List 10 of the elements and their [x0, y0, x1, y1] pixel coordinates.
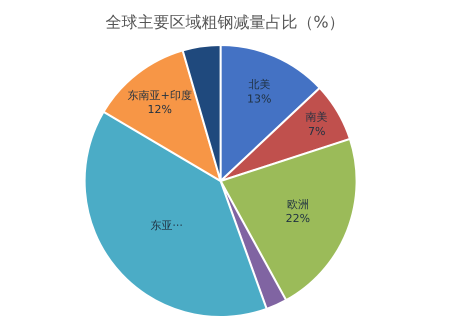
chart-title: 全球主要区域粗钢减量占比（%）: [105, 12, 345, 32]
slice-label: 东南亚+印度: [128, 88, 192, 102]
data-label: 13%: [247, 92, 272, 106]
data-label: 22%: [286, 212, 310, 226]
slice-label: 东亚···: [150, 219, 183, 232]
slice-label: 欧洲: [286, 198, 309, 211]
data-label: 12%: [147, 103, 172, 116]
data-label: 7%: [308, 124, 326, 138]
slice-label: 北美: [248, 78, 270, 92]
slice-label: 南美: [306, 110, 328, 124]
